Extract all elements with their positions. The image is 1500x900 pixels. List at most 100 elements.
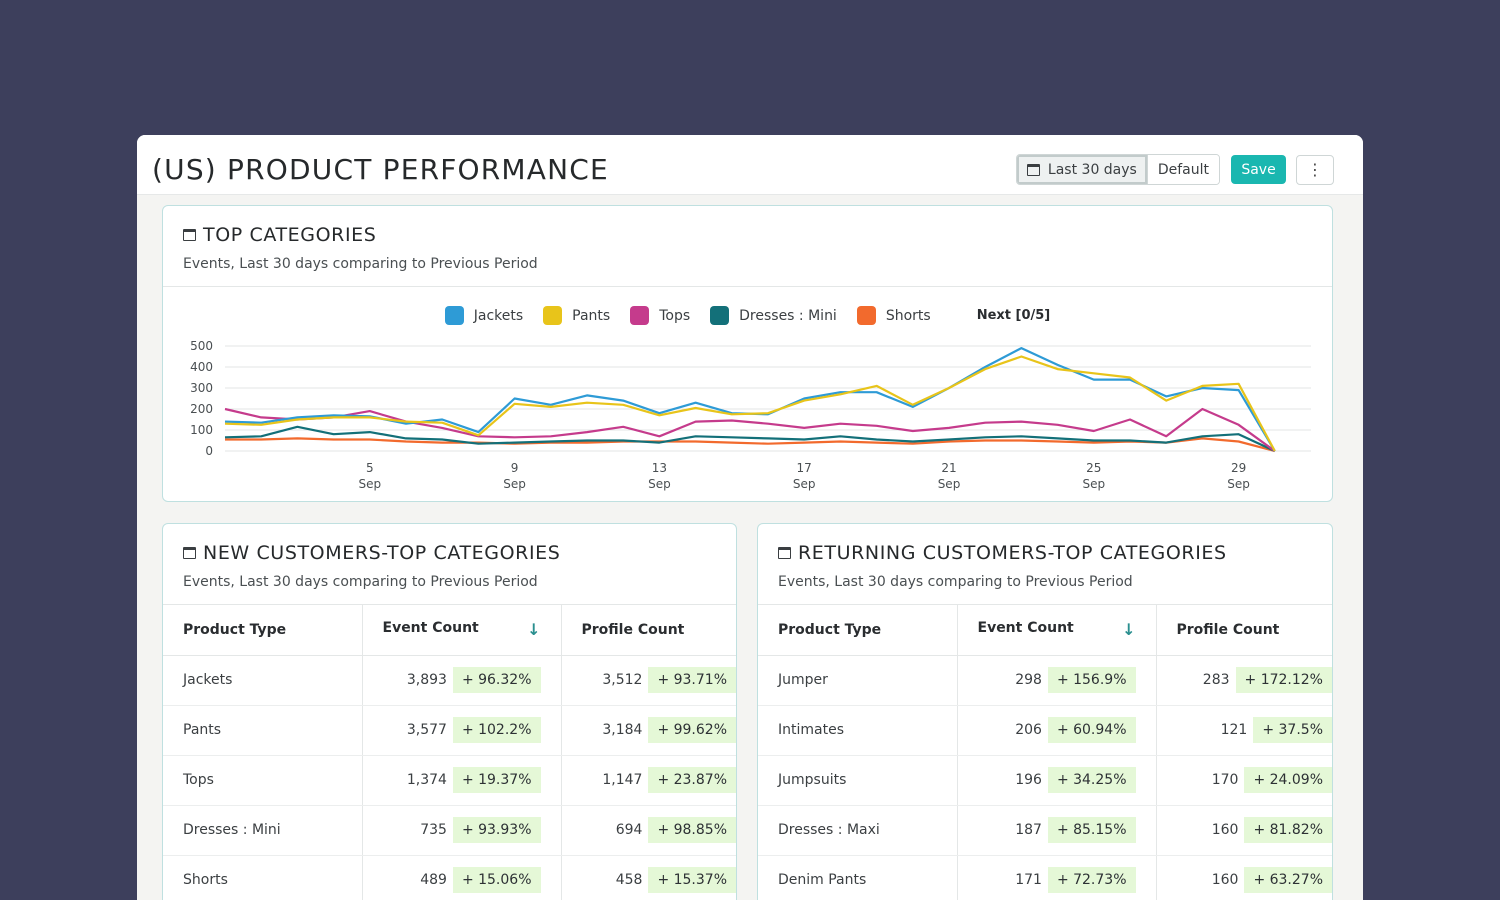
legend-next-button[interactable]: Next [0/5] — [976, 308, 1051, 323]
card-subtitle: Events, Last 30 days comparing to Previo… — [183, 256, 538, 272]
profile-count-delta: + 63.27% — [1244, 867, 1332, 893]
column-header-profile-count[interactable]: Profile Count — [1156, 605, 1332, 656]
x-tick-label-day: 21 — [941, 461, 956, 475]
calendar-icon — [183, 229, 196, 241]
column-header-event-count[interactable]: Event Count ↓ — [362, 605, 562, 656]
event-count-cell: 3,577 + 102.2% — [362, 705, 562, 756]
y-tick-label: 400 — [190, 360, 213, 374]
profile-count-value: 121 — [1220, 722, 1248, 738]
column-header-product-type[interactable]: Product Type — [758, 605, 958, 656]
more-options-button[interactable]: ⋮ — [1296, 154, 1334, 185]
legend-swatch — [856, 306, 876, 325]
profile-count-delta: + 172.12% — [1235, 667, 1332, 693]
card-title-text: RETURNING CUSTOMERS-TOP CATEGORIES — [798, 542, 1227, 564]
sort-descending-icon[interactable]: ↓ — [1122, 620, 1136, 640]
profile-count-cell: 283 + 172.12% — [1156, 655, 1332, 706]
line-chart: 0 100 200 300 400 500 5 Sep 9 Sep 13 Sep 17 Sep 21 Sep 2… — [190, 339, 1311, 491]
table-row[interactable]: Dresses : Mini 735 + 93.93% 694 + 98.85% — [163, 805, 736, 856]
table-body: Jackets 3,893 + 96.32% 3,512 + 93.71% Pants 3,… — [163, 655, 736, 900]
profile-count-cell: 160 + 63.27% — [1156, 855, 1332, 900]
series-line-pants[interactable] — [224, 355, 1276, 452]
card-title-text: TOP CATEGORIES — [203, 224, 377, 246]
y-tick-label: 200 — [190, 402, 213, 416]
dashboard-window: (US) PRODUCT PERFORMANCE Last 30 days De… — [137, 135, 1363, 900]
default-button[interactable]: Default — [1147, 155, 1219, 184]
returning-customers-table: Product Type Event Count ↓ Profile Count … — [758, 605, 1332, 900]
event-count-value: 206 — [1015, 722, 1042, 738]
event-count-value: 3,577 — [406, 722, 447, 738]
table-row[interactable]: Denim Pants 171 + 72.73% 160 + 63.27% — [758, 855, 1332, 900]
card-title: RETURNING CUSTOMERS-TOP CATEGORIES — [778, 542, 1332, 564]
legend-item[interactable]: Dresses : Mini — [710, 306, 837, 325]
profile-count-value: 283 — [1202, 672, 1230, 688]
profile-count-value: 3,184 — [602, 722, 643, 738]
series-line-shorts[interactable] — [225, 437, 1276, 453]
profile-count-delta: + 23.87% — [648, 767, 736, 793]
top-categories-card: TOP CATEGORIES Events, Last 30 days comp… — [162, 205, 1333, 502]
x-tick-label-day: 17 — [797, 461, 812, 475]
new-customers-table: Product Type Event Count ↓ Profile Count … — [163, 605, 736, 900]
event-count-value: 196 — [1015, 772, 1042, 788]
date-range-button[interactable]: Last 30 days — [1016, 155, 1148, 184]
dashboard-header: (US) PRODUCT PERFORMANCE Last 30 days De… — [137, 135, 1363, 195]
series-line-dresses-mini[interactable] — [224, 425, 1276, 452]
sort-descending-icon[interactable]: ↓ — [527, 620, 541, 640]
legend-item[interactable]: Shorts — [856, 306, 931, 325]
card-title: NEW CUSTOMERS-TOP CATEGORIES — [183, 542, 736, 564]
save-button[interactable]: Save — [1231, 155, 1286, 184]
profile-count-cell: 160 + 81.82% — [1156, 805, 1332, 856]
profile-count-value: 1,147 — [602, 772, 643, 788]
event-count-value: 187 — [1015, 822, 1042, 838]
profile-count-delta: + 37.5% — [1253, 717, 1332, 743]
event-count-value: 3,893 — [406, 672, 447, 688]
column-header-profile-count[interactable]: Profile Count — [561, 605, 736, 656]
event-count-cell: 735 + 93.93% — [362, 805, 562, 856]
event-count-delta: + 96.32% — [452, 667, 541, 693]
event-count-cell: 206 + 60.94% — [957, 705, 1157, 756]
event-count-cell: 171 + 72.73% — [957, 855, 1157, 900]
table-row[interactable]: Pants 3,577 + 102.2% 3,184 + 99.62% — [163, 705, 736, 756]
profile-count-value: 3,512 — [602, 672, 643, 688]
legend-swatch — [630, 306, 650, 325]
page-title: (US) PRODUCT PERFORMANCE — [152, 153, 609, 186]
y-tick-label: 300 — [190, 381, 213, 395]
table-row[interactable]: Intimates 206 + 60.94% 121 + 37.5% — [758, 705, 1332, 756]
legend-item[interactable]: Jackets — [444, 306, 524, 325]
profile-count-value: 160 — [1211, 822, 1239, 838]
table-row[interactable]: Shorts 489 + 15.06% 458 + 15.37% — [163, 855, 736, 900]
y-tick-label: 0 — [205, 444, 213, 458]
x-tick-label-month: Sep — [648, 477, 671, 491]
card-header: RETURNING CUSTOMERS-TOP CATEGORIES Event… — [758, 524, 1332, 605]
legend-label: Jackets — [473, 307, 524, 324]
new-customers-card: NEW CUSTOMERS-TOP CATEGORIES Events, Las… — [162, 523, 737, 900]
profile-count-delta: + 15.37% — [648, 867, 736, 893]
table-row[interactable]: Tops 1,374 + 19.37% 1,147 + 23.87% — [163, 755, 736, 806]
table-row[interactable]: Jumper 298 + 156.9% 283 + 172.12% — [758, 655, 1332, 706]
card-subtitle: Events, Last 30 days comparing to Previo… — [183, 574, 538, 590]
x-tick-label-month: Sep — [503, 477, 526, 491]
date-range-label: Last 30 days — [1047, 161, 1137, 178]
event-count-delta: + 72.73% — [1047, 867, 1136, 893]
legend-item[interactable]: Tops — [630, 306, 690, 325]
legend-item[interactable]: Pants — [543, 306, 610, 325]
profile-count-cell: 458 + 15.37% — [561, 855, 736, 900]
table-row[interactable]: Dresses : Maxi 187 + 85.15% 160 + 81.82% — [758, 805, 1332, 856]
x-tick-label-month: Sep — [1082, 477, 1105, 491]
card-header: TOP CATEGORIES Events, Last 30 days comp… — [163, 206, 1332, 287]
y-tick-label: 100 — [190, 423, 213, 437]
series-line-jackets[interactable] — [224, 347, 1276, 452]
event-count-delta: + 85.15% — [1047, 817, 1136, 843]
product-type-cell: Dresses : Maxi — [758, 805, 958, 856]
card-header: NEW CUSTOMERS-TOP CATEGORIES Events, Las… — [163, 524, 736, 605]
column-header-event-count[interactable]: Event Count ↓ — [957, 605, 1157, 656]
table-row[interactable]: Jackets 3,893 + 96.32% 3,512 + 93.71% — [163, 655, 736, 706]
x-tick-label-day: 9 — [511, 461, 519, 475]
event-count-value: 489 — [420, 872, 447, 888]
profile-count-delta: + 93.71% — [648, 667, 736, 693]
x-tick-label-day: 29 — [1231, 461, 1246, 475]
x-tick-label-month: Sep — [938, 477, 961, 491]
column-header-product-type[interactable]: Product Type — [163, 605, 363, 656]
profile-count-delta: + 98.85% — [648, 817, 736, 843]
table-row[interactable]: Jumpsuits 196 + 34.25% 170 + 24.09% — [758, 755, 1332, 806]
card-subtitle: Events, Last 30 days comparing to Previo… — [778, 574, 1133, 590]
